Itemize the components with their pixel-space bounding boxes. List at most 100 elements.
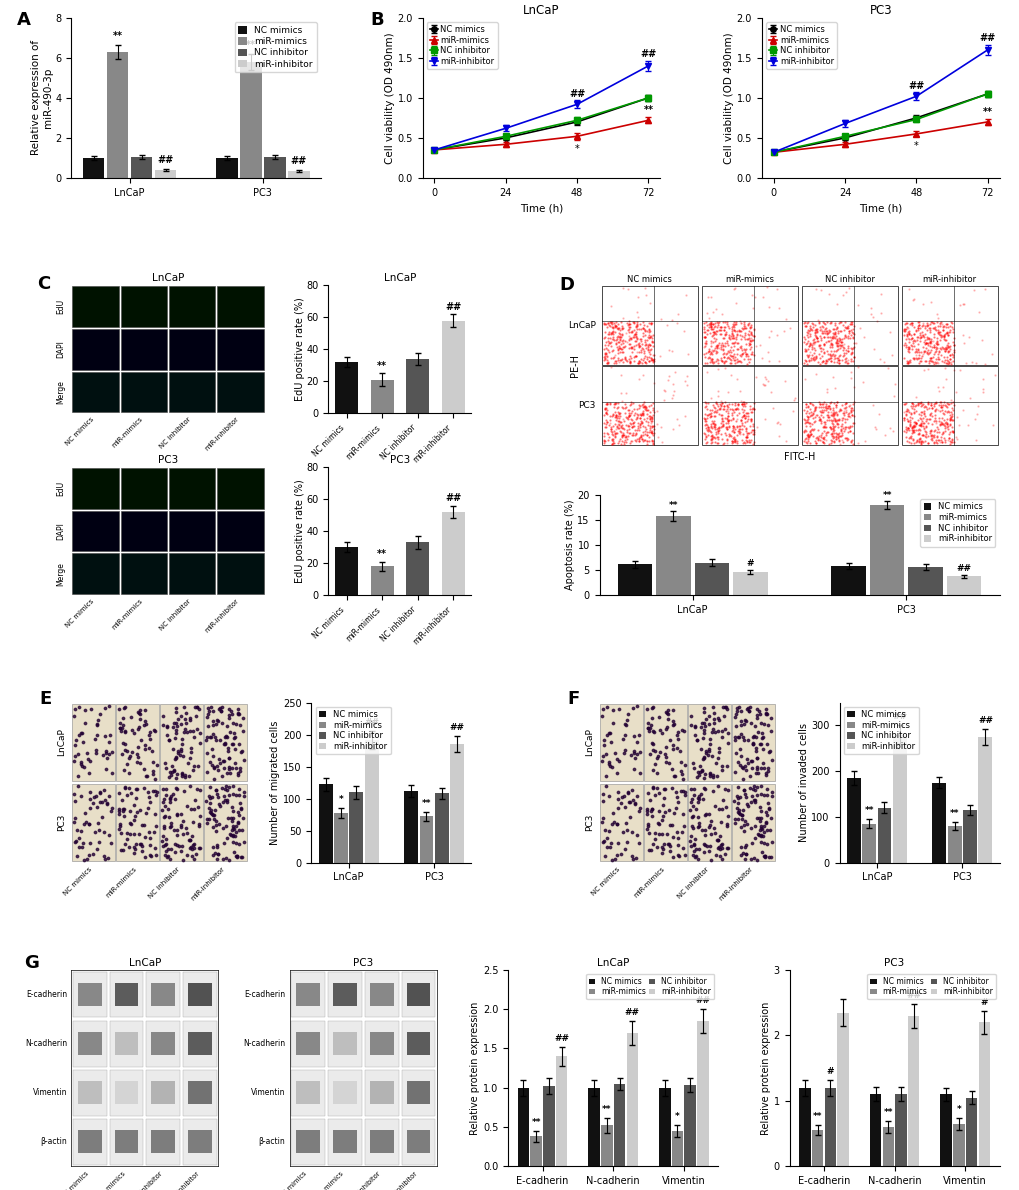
Point: [800, 345, 816, 364]
Point: [731, 740, 747, 759]
Point: [612, 383, 629, 402]
Point: [802, 420, 818, 439]
Point: [725, 318, 741, 337]
Point: [743, 834, 759, 853]
Point: [837, 352, 853, 371]
Point: [82, 782, 98, 801]
Point: [607, 352, 624, 371]
Point: [637, 399, 653, 418]
Point: [708, 430, 725, 449]
Point: [928, 422, 945, 441]
Point: [230, 835, 247, 854]
Point: [748, 760, 764, 779]
Point: [841, 395, 857, 414]
Point: [658, 703, 675, 722]
Point: [111, 804, 127, 823]
Point: [644, 722, 660, 741]
Point: [908, 343, 924, 362]
Point: [701, 766, 717, 785]
Point: [739, 315, 755, 334]
Point: [229, 700, 246, 719]
Bar: [169, 328, 215, 370]
Point: [703, 400, 719, 419]
Point: [861, 299, 877, 318]
Point: [234, 847, 251, 866]
Point: [630, 428, 646, 447]
Point: [100, 696, 116, 715]
Point: [903, 420, 919, 439]
Point: [709, 708, 726, 727]
Point: [697, 347, 713, 367]
Point: [631, 352, 647, 371]
Point: [623, 414, 639, 433]
Point: [758, 835, 774, 854]
Point: [141, 822, 157, 841]
Point: [704, 333, 720, 352]
Point: [634, 365, 650, 384]
Point: [732, 326, 748, 345]
Point: [702, 343, 718, 362]
Bar: [881, 1127, 893, 1166]
Point: [927, 352, 944, 371]
Point: [746, 793, 762, 812]
Point: [611, 325, 628, 344]
Point: [169, 804, 185, 823]
Point: [821, 334, 838, 353]
Point: [600, 787, 616, 806]
Point: [66, 747, 83, 766]
Point: [663, 778, 680, 797]
Point: [936, 314, 953, 333]
Point: [642, 422, 658, 441]
Text: NC inhibitor: NC inhibitor: [823, 275, 873, 283]
Point: [916, 416, 932, 436]
Point: [173, 837, 190, 856]
Point: [696, 699, 712, 718]
Point: [733, 340, 749, 359]
Point: [922, 427, 938, 446]
Point: [905, 402, 921, 421]
Point: [844, 434, 860, 453]
Point: [733, 412, 749, 431]
Point: [199, 810, 215, 829]
Point: [173, 818, 190, 837]
Point: [613, 319, 630, 338]
Point: [614, 412, 631, 431]
Point: [96, 823, 112, 843]
Point: [830, 434, 847, 453]
Point: [802, 406, 818, 425]
Point: [603, 342, 620, 361]
Point: [745, 394, 761, 413]
Point: [642, 326, 658, 345]
Point: [909, 313, 925, 332]
Point: [703, 419, 719, 438]
Point: [610, 414, 627, 433]
Point: [921, 351, 937, 370]
Point: [606, 322, 623, 342]
Point: [916, 334, 932, 353]
Point: [901, 414, 917, 433]
Point: [824, 327, 841, 346]
Point: [604, 325, 621, 344]
Point: [796, 420, 812, 439]
Point: [907, 414, 923, 433]
Point: [730, 416, 746, 436]
Point: [912, 432, 928, 451]
Point: [157, 797, 173, 816]
Point: [796, 422, 812, 441]
Point: [743, 332, 759, 351]
Point: [700, 707, 716, 726]
Point: [923, 399, 940, 418]
Point: [593, 813, 609, 832]
Point: [819, 327, 836, 346]
Point: [768, 280, 785, 299]
Point: [803, 339, 819, 358]
Point: [864, 307, 880, 326]
Point: [925, 337, 942, 356]
Point: [147, 816, 163, 835]
Text: #: #: [825, 1067, 834, 1076]
Point: [819, 402, 836, 421]
Point: [595, 434, 611, 453]
Point: [729, 406, 745, 425]
Point: [735, 396, 751, 415]
Point: [723, 406, 740, 425]
